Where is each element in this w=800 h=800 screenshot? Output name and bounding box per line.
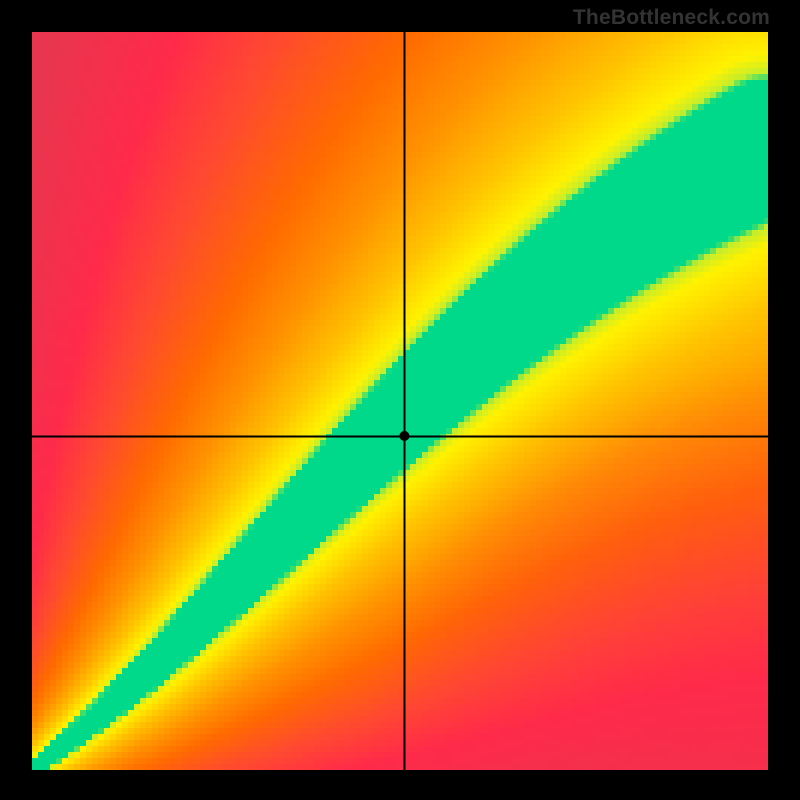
chart-frame: TheBottleneck.com [0, 0, 800, 800]
crosshair-overlay [32, 32, 768, 770]
watermark-text: TheBottleneck.com [573, 6, 770, 30]
